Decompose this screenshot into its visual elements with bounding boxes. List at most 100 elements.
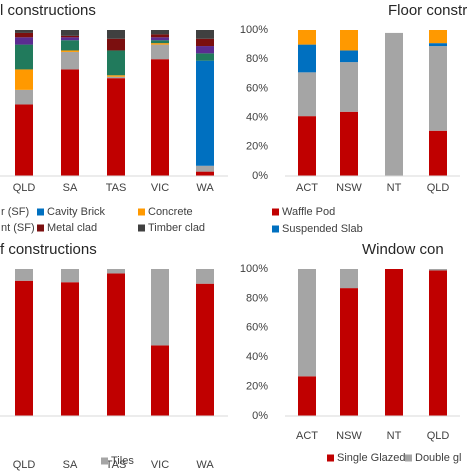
legend-label: Waffle Pod (282, 206, 335, 218)
bar-segment (151, 59, 169, 177)
legend-label: Suspended Slab (282, 223, 363, 235)
bar-segment (151, 345, 169, 416)
bar-segment (61, 37, 79, 41)
x-tick-label: NT (387, 182, 402, 194)
bar-segment (196, 60, 214, 166)
bar-segment (15, 44, 33, 70)
x-tick-label: VIC (151, 459, 169, 471)
legend-marker (327, 454, 334, 462)
bar-segment (61, 35, 79, 38)
x-tick-label: ACT (296, 182, 318, 194)
bar-segment (15, 280, 33, 416)
legend-label: r (SF) (1, 206, 29, 218)
legend-label: Single Glazed (337, 452, 406, 464)
bar-segment (429, 130, 447, 176)
bar-segment (196, 165, 214, 172)
bar-segment (15, 104, 33, 176)
bar-segment (151, 37, 169, 41)
bar-segment (151, 269, 169, 346)
x-tick-label: WA (196, 182, 214, 194)
legend-marker (272, 208, 279, 216)
x-tick-label: SA (63, 182, 78, 194)
bar-segment (151, 34, 169, 38)
bar-segment (61, 40, 79, 51)
legend-marker (37, 208, 44, 216)
y-tick-label: 80% (246, 292, 268, 304)
legend-label: Concrete (148, 206, 193, 218)
x-tick-label: TAS (106, 459, 127, 471)
legend-label: Tiles (111, 455, 134, 467)
bar-segment (196, 53, 214, 61)
bar-segment (151, 44, 169, 60)
legend-marker (405, 454, 412, 462)
y-tick-label: 20% (246, 141, 268, 153)
bar-segment (15, 89, 33, 105)
bar-segment (107, 78, 125, 176)
bar-segment (196, 38, 214, 47)
chart-title: Floor constr (388, 2, 467, 19)
bar-segment (196, 46, 214, 54)
y-tick-label: 60% (246, 322, 268, 334)
bar-segment (61, 50, 79, 52)
legend-marker (37, 224, 44, 232)
bar-segment (15, 69, 33, 90)
x-tick-label: VIC (151, 182, 169, 194)
bar-segment (15, 269, 33, 281)
bar-segment (61, 30, 79, 36)
y-tick-label: 0% (252, 410, 268, 422)
x-tick-label: WA (196, 459, 214, 471)
bar-segment (340, 30, 358, 51)
x-tick-label: SA (63, 459, 78, 471)
legend-label: Metal clad (47, 222, 97, 234)
legend-marker (138, 208, 145, 216)
bar-segment (298, 30, 316, 45)
bar-segment (107, 30, 125, 39)
legend-label: Double gl (415, 452, 461, 464)
bar-segment (340, 62, 358, 112)
bar-segment (340, 111, 358, 176)
bar-segment (196, 283, 214, 416)
x-tick-label: NSW (336, 182, 362, 194)
y-tick-label: 20% (246, 381, 268, 393)
bar-segment (429, 46, 447, 131)
legend-label: Timber clad (148, 222, 205, 234)
y-tick-label: 60% (246, 82, 268, 94)
legend-label: nt (SF) (1, 222, 35, 234)
bar-segment (61, 69, 79, 176)
bar-segment (298, 116, 316, 176)
bar-segment (61, 269, 79, 283)
bar-segment (340, 50, 358, 63)
bar-segment (429, 43, 447, 47)
bar-segment (151, 43, 169, 45)
legend-label: Cavity Brick (47, 206, 106, 218)
chart-title: l constructions (0, 2, 96, 19)
bar-segment (107, 75, 125, 77)
x-tick-label: QLD (427, 430, 450, 442)
bar-segment (107, 76, 125, 79)
bar-segment (196, 30, 214, 39)
y-tick-label: 40% (246, 112, 268, 124)
x-tick-label: NSW (336, 430, 362, 442)
bar-segment (15, 32, 33, 38)
bar-segment (15, 30, 33, 33)
bar-segment (385, 32, 403, 176)
legend-marker (272, 225, 279, 233)
x-tick-label: NT (387, 430, 402, 442)
chart-title: Window con (362, 241, 444, 258)
bar-segment (151, 40, 169, 44)
x-tick-label: ACT (296, 430, 318, 442)
bar-segment (429, 270, 447, 416)
bar-segment (385, 269, 403, 416)
chart-title: f constructions (0, 241, 97, 258)
bar-segment (15, 37, 33, 45)
legend-marker (101, 457, 108, 465)
bar-segment (107, 38, 125, 51)
bar-segment (107, 273, 125, 416)
y-tick-label: 80% (246, 53, 268, 65)
bar-segment (61, 51, 79, 70)
y-tick-label: 40% (246, 351, 268, 363)
x-tick-label: TAS (106, 182, 127, 194)
bar-segment (340, 288, 358, 416)
y-tick-label: 100% (240, 263, 268, 275)
